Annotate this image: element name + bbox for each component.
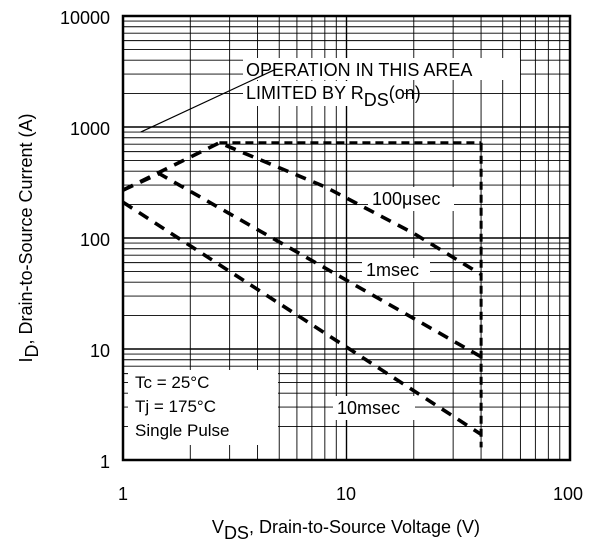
condition-pulse: Single Pulse bbox=[135, 421, 230, 440]
conditions-bg bbox=[128, 370, 278, 445]
rds-on-pointer-line bbox=[140, 68, 276, 133]
x-tick-100: 100 bbox=[553, 484, 583, 504]
plot-frame bbox=[121, 14, 572, 462]
x-tick-1: 1 bbox=[118, 484, 128, 504]
annotation-bg-2 bbox=[243, 81, 403, 106]
y-tick-1000: 1000 bbox=[70, 119, 110, 139]
series-label-bg-10ms bbox=[333, 396, 415, 420]
rds-annotation-sub: DS bbox=[364, 90, 389, 110]
x-tick-10: 10 bbox=[336, 484, 356, 504]
rds-annotation-rest: (on) bbox=[389, 83, 421, 103]
y-axis-label-main: I bbox=[16, 358, 36, 363]
rds-annotation-main: LIMITED BY R bbox=[246, 83, 364, 103]
condition-tc: Tc = 25°C bbox=[135, 373, 209, 392]
y-axis-label-sub: D bbox=[22, 345, 42, 358]
series-label-10ms: 10msec bbox=[337, 398, 400, 418]
y-axis-label: ID, Drain-to-Source Current (A) bbox=[16, 113, 42, 362]
series-label-bg-100us bbox=[368, 187, 454, 211]
series-line-1 bbox=[122, 171, 482, 359]
series-label-1ms: 1msec bbox=[366, 260, 419, 280]
y-tick-10: 10 bbox=[90, 341, 110, 361]
rds-annotation-line2: LIMITED BY RDS(on) bbox=[246, 83, 421, 110]
rds-annotation-line1: OPERATION IN THIS AREA bbox=[246, 60, 472, 80]
y-tick-100: 100 bbox=[80, 230, 110, 250]
y-tick-10000: 10000 bbox=[60, 8, 110, 28]
series-label-100us: 100μsec bbox=[372, 189, 440, 209]
x-axis-label-main: V bbox=[212, 517, 224, 537]
series-line-2 bbox=[122, 200, 483, 436]
y-tick-1: 1 bbox=[100, 452, 110, 472]
annotation-bg-1 bbox=[243, 58, 520, 80]
x-axis-label-rest: , Drain-to-Source Voltage (V) bbox=[249, 517, 480, 537]
data-marks bbox=[122, 68, 483, 448]
condition-tj: Tj = 175°C bbox=[135, 397, 216, 416]
y-axis-label-rest: , Drain-to-Source Current (A) bbox=[16, 113, 36, 344]
series-line-0 bbox=[122, 141, 483, 276]
series-label-bg-1ms bbox=[362, 258, 430, 282]
x-axis-label: VDS, Drain-to-Source Voltage (V) bbox=[212, 517, 480, 543]
x-axis-label-sub: DS bbox=[224, 523, 249, 543]
